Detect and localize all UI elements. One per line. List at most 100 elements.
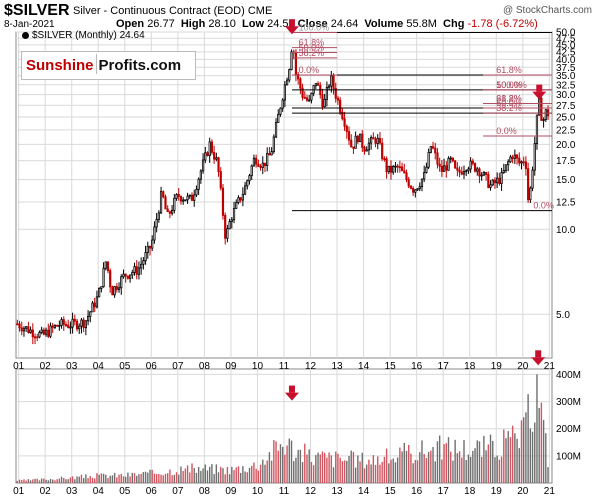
price-year-label: 13 [332, 361, 344, 372]
volume-bar [248, 467, 251, 483]
volume-tick-label: 200M [556, 424, 581, 435]
fib-upper-label: 61.8% [299, 38, 325, 48]
down-arrow-icon-shaft [288, 19, 295, 27]
candle-body [476, 168, 479, 172]
volume-bar [171, 475, 173, 483]
fib-upper-label: 50.0% [299, 43, 325, 53]
candle-body [372, 137, 375, 140]
candle-body [524, 161, 528, 170]
candle-body [385, 158, 388, 173]
volume-bar [472, 450, 474, 483]
candle-body [157, 212, 160, 220]
candle-body [341, 111, 344, 120]
candle-body [540, 97, 543, 121]
candle-body [38, 332, 41, 338]
candle-body [272, 136, 275, 152]
volume-bar [507, 431, 509, 483]
volume-bar [377, 456, 379, 483]
candle-body [310, 92, 313, 101]
price-tick-label: 25.0 [556, 112, 576, 123]
volume-bar [209, 466, 211, 483]
price-year-label: 19 [491, 361, 503, 372]
candle-body [232, 207, 236, 221]
volume-bar [308, 449, 310, 483]
volume-bar [231, 466, 233, 483]
volume-bar [509, 437, 512, 483]
candle-body [480, 174, 483, 177]
candle-body [509, 156, 512, 163]
volume-bar [458, 451, 461, 483]
candle-body [274, 122, 278, 138]
volume-bar [374, 464, 377, 483]
candle-body [328, 85, 331, 88]
candle-body [206, 152, 209, 157]
volume-bar [438, 435, 441, 483]
volume-bar [335, 451, 337, 483]
volume-bar [346, 460, 348, 483]
candle-body [336, 97, 340, 101]
volume-year-label: 02 [40, 486, 52, 497]
candle-body [438, 163, 441, 167]
down-arrow-icon [532, 84, 547, 100]
volume-bar [293, 461, 295, 483]
price-year-label: 04 [93, 361, 105, 372]
candle-body [128, 274, 132, 279]
volume-bar [326, 457, 328, 483]
price-tick-label: 47.5 [556, 34, 576, 45]
volume-bar [158, 473, 160, 483]
candle-body [330, 75, 333, 87]
candle-body [473, 162, 477, 172]
volume-bar [522, 417, 525, 483]
candle-body [535, 114, 539, 144]
candle-body [80, 319, 83, 327]
volume-year-label: 17 [438, 486, 450, 497]
copyright-text: @ StockCharts.com [502, 5, 592, 16]
down-arrow-icon-head [284, 392, 299, 401]
price-tick-label: 40.0 [556, 55, 576, 66]
volume-bar [396, 457, 399, 483]
volume-bar [184, 468, 187, 483]
candle-body [403, 170, 406, 174]
price-tick-label: 15.0 [556, 175, 576, 186]
candle-body [69, 326, 72, 329]
candle-body [425, 166, 428, 173]
candle-body [527, 168, 530, 201]
candle-body [504, 164, 508, 171]
volume-bar [65, 479, 67, 483]
volume-bar [195, 472, 198, 483]
volume-year-label: 03 [66, 486, 78, 497]
candle-body [188, 194, 191, 197]
volume-bar [403, 443, 405, 483]
candle-body [31, 329, 34, 338]
volume-bar [494, 457, 496, 483]
candle-body [195, 189, 198, 196]
candle-body [538, 97, 541, 116]
candle-body [155, 218, 158, 228]
volume-bar [485, 450, 487, 483]
candle-body [73, 318, 76, 322]
candle-body [226, 228, 229, 239]
change-label: Chg [443, 18, 465, 30]
candle-body [469, 160, 472, 170]
candle-body [115, 286, 118, 290]
candle-body [47, 329, 50, 337]
volume-bar [49, 478, 52, 483]
volume-bar [370, 464, 372, 483]
volume-bar [500, 456, 503, 483]
candle-body [199, 170, 202, 180]
volume-bar [525, 412, 527, 483]
volume-bar [18, 479, 21, 483]
volume-bar [244, 471, 246, 483]
down-arrow-icon-head [531, 357, 546, 366]
candle-body [153, 226, 156, 241]
candle-body [303, 96, 306, 99]
candle-body [416, 188, 419, 191]
volume-bar [290, 440, 293, 483]
volume-bar [332, 467, 335, 483]
candle-body [60, 319, 63, 326]
volume-bar [63, 477, 65, 483]
volume-bar [312, 465, 315, 483]
volume-bar [118, 474, 120, 483]
volume-year-label: 16 [411, 486, 423, 497]
volume-bar [246, 472, 248, 483]
